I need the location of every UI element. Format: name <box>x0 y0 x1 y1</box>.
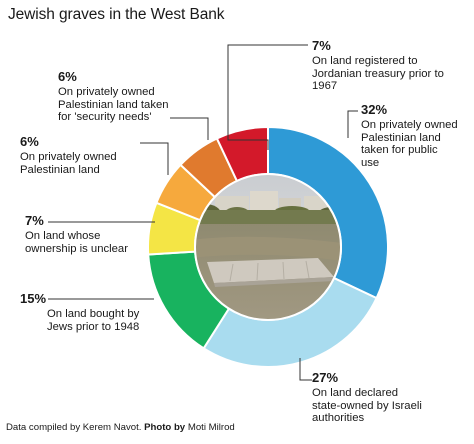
slice-label-15: 15% On land bought by Jews prior to 1948 <box>20 291 140 333</box>
footer-credit: Data compiled by Kerem Navot. Photo by M… <box>6 422 235 433</box>
slice-label-32: 32% On privately owned Palestinian land … <box>361 102 458 169</box>
leader-line-32 <box>347 110 358 138</box>
slice-label-27: 27% On land declared state-owned by Isra… <box>312 370 422 424</box>
photo-credit-label: Photo by <box>144 422 186 433</box>
photo-credit-name: Moti Milrod <box>187 422 235 433</box>
leader-line-6-security <box>170 117 209 140</box>
leader-line-7-jordanian <box>227 44 308 150</box>
data-credit: Data compiled by Kerem Navot. <box>6 422 142 433</box>
slice-label-6-security: 6% On privately owned Palestinian land t… <box>58 69 169 123</box>
leader-line-6-private <box>140 142 169 175</box>
chart-title: Jewish graves in the West Bank <box>8 6 225 23</box>
slice-label-7-unclear: 7% On land whose ownership is unclear <box>25 213 128 255</box>
leader-line-27 <box>299 358 312 381</box>
slice-label-7-jordanian: 7% On land registered to Jordanian treas… <box>312 38 444 92</box>
slice-label-6-private: 6% On privately owned Palestinian land <box>20 134 117 176</box>
